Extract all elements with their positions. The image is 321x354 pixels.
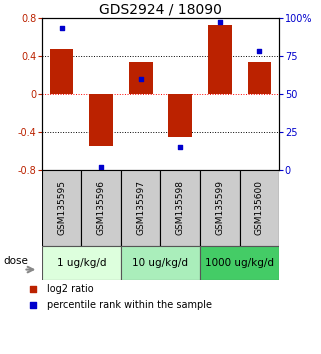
Point [178, 144, 183, 150]
Bar [247, 62, 271, 94]
Text: GSM135600: GSM135600 [255, 181, 264, 235]
Text: GSM135597: GSM135597 [136, 181, 145, 235]
Text: 1 ug/kg/d: 1 ug/kg/d [56, 258, 106, 268]
Bar [200, 170, 240, 246]
Bar [121, 246, 200, 280]
Text: log2 ratio: log2 ratio [47, 284, 94, 293]
Title: GDS2924 / 18090: GDS2924 / 18090 [99, 2, 222, 17]
Bar [81, 170, 121, 246]
Text: 1000 ug/kg/d: 1000 ug/kg/d [205, 258, 274, 268]
Text: GSM135596: GSM135596 [97, 181, 106, 235]
Point [99, 164, 104, 170]
Text: GSM135599: GSM135599 [215, 181, 224, 235]
Point [138, 76, 143, 81]
Bar [121, 170, 160, 246]
Text: dose: dose [3, 256, 28, 266]
Text: GSM135598: GSM135598 [176, 181, 185, 235]
Bar [129, 62, 152, 94]
Point [217, 19, 222, 25]
Bar [169, 94, 192, 137]
Bar [42, 170, 81, 246]
Bar [160, 170, 200, 246]
Bar [200, 246, 279, 280]
Bar [42, 246, 121, 280]
Bar [89, 94, 113, 146]
Text: percentile rank within the sample: percentile rank within the sample [47, 299, 212, 309]
Bar [50, 49, 74, 94]
Point [59, 25, 64, 31]
Text: 10 ug/kg/d: 10 ug/kg/d [133, 258, 188, 268]
Bar [240, 170, 279, 246]
Point [257, 48, 262, 54]
Text: GSM135595: GSM135595 [57, 181, 66, 235]
Bar [208, 25, 232, 94]
Point [31, 302, 36, 307]
Point [31, 286, 36, 291]
